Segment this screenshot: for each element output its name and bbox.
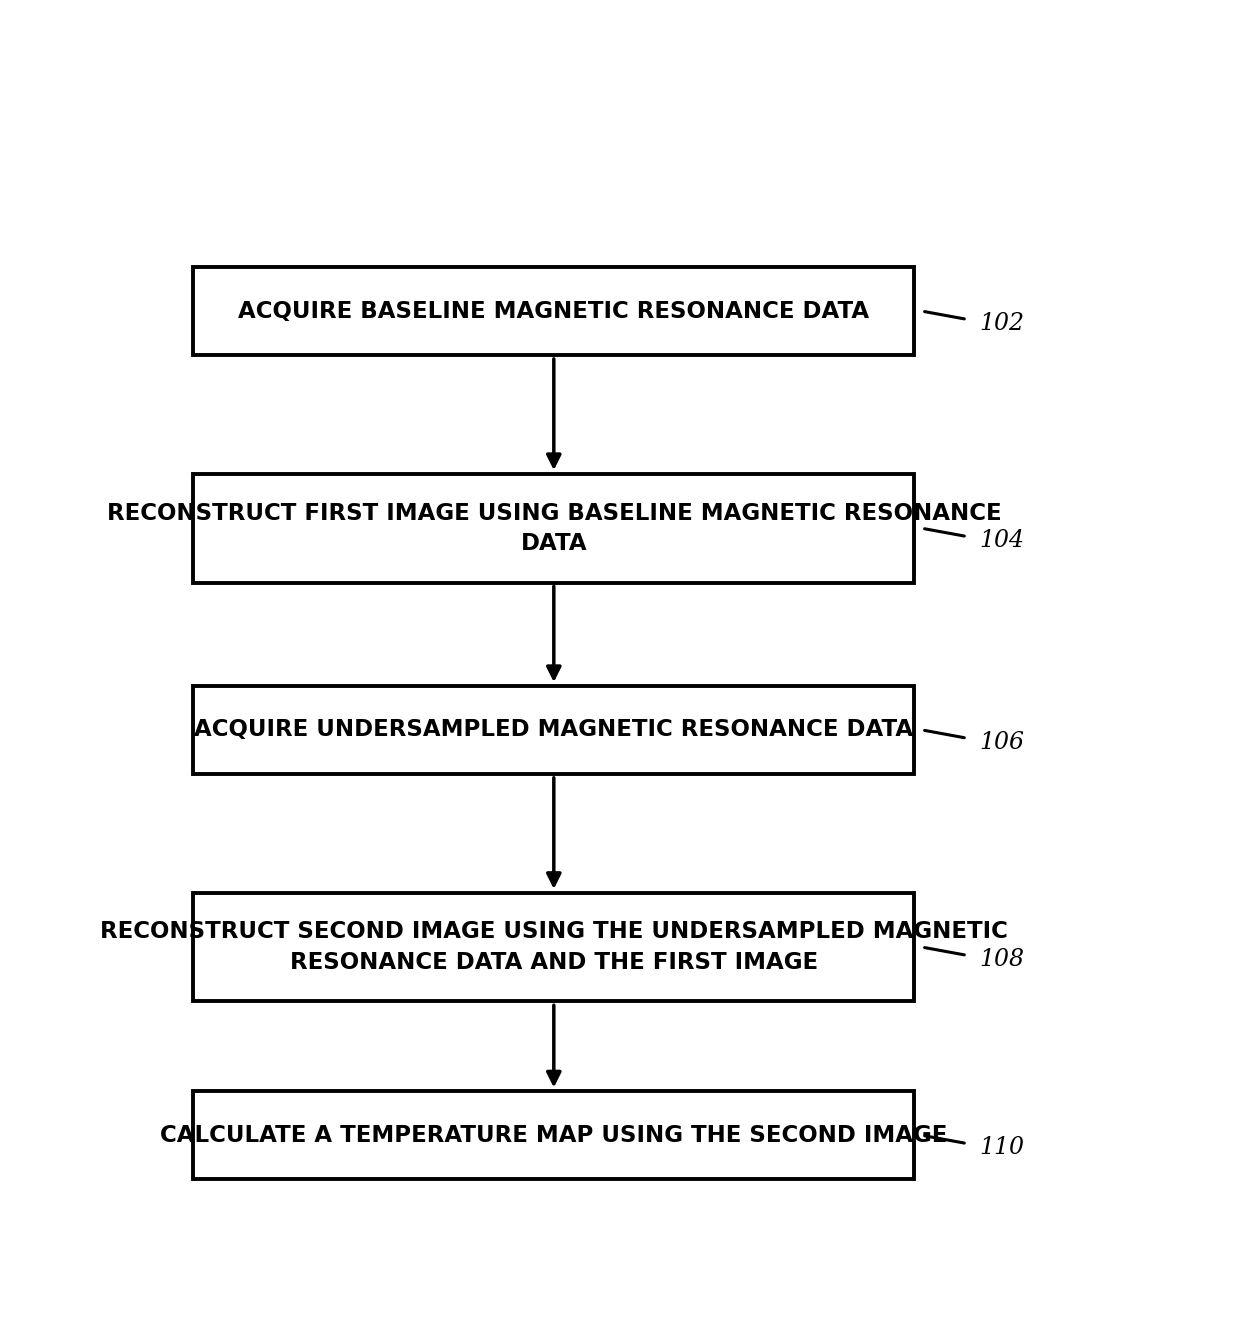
Bar <box>193 686 914 774</box>
Text: RECONSTRUCT SECOND IMAGE USING THE UNDERSAMPLED MAGNETIC
RESONANCE DATA AND THE : RECONSTRUCT SECOND IMAGE USING THE UNDER… <box>100 920 1008 974</box>
Text: CALCULATE A TEMPERATURE MAP USING THE SECOND IMAGE: CALCULATE A TEMPERATURE MAP USING THE SE… <box>160 1124 947 1147</box>
Bar <box>193 893 914 1002</box>
Text: 106: 106 <box>980 731 1024 753</box>
Text: ACQUIRE UNDERSAMPLED MAGNETIC RESONANCE DATA: ACQUIRE UNDERSAMPLED MAGNETIC RESONANCE … <box>195 719 914 741</box>
Text: 102: 102 <box>980 312 1024 334</box>
Text: 104: 104 <box>980 529 1024 552</box>
Text: 110: 110 <box>980 1136 1024 1159</box>
Bar <box>193 267 914 355</box>
Bar <box>193 1092 914 1179</box>
Text: ACQUIRE BASELINE MAGNETIC RESONANCE DATA: ACQUIRE BASELINE MAGNETIC RESONANCE DATA <box>238 299 869 322</box>
Text: RECONSTRUCT FIRST IMAGE USING BASELINE MAGNETIC RESONANCE
DATA: RECONSTRUCT FIRST IMAGE USING BASELINE M… <box>107 502 1001 555</box>
Bar <box>193 474 914 583</box>
Text: 108: 108 <box>980 948 1024 971</box>
